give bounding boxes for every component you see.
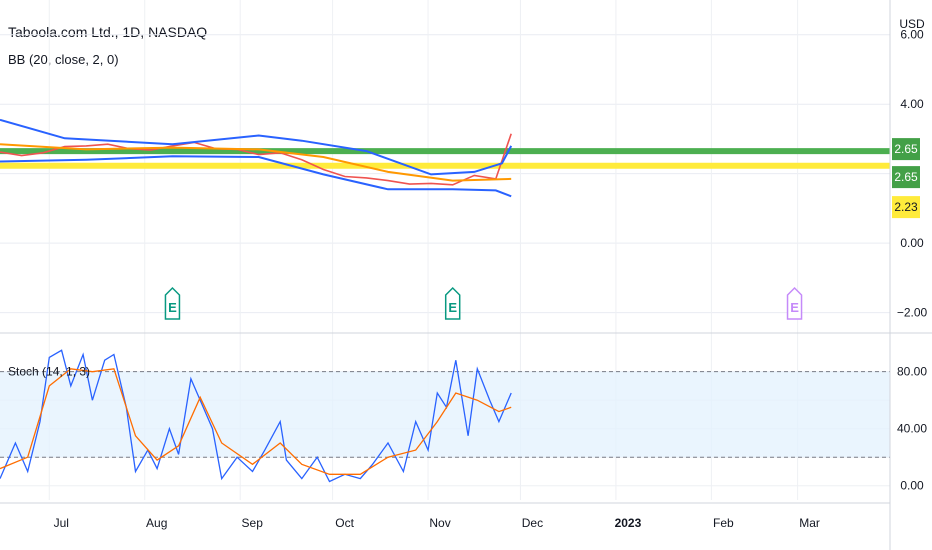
- stoch-series-pct-d: [0, 368, 512, 475]
- price-badge-label: 2.23: [894, 200, 918, 214]
- earnings-marker-shape: [444, 286, 461, 320]
- stoch-series-pct-k: [0, 349, 512, 483]
- series-close: [0, 133, 512, 186]
- time-tick-label: 2023: [615, 516, 642, 530]
- series-lines: [0, 118, 513, 198]
- stoch-legend[interactable]: Stoch (14, 1, 3): [8, 365, 90, 379]
- price-badge-bg: [892, 138, 920, 161]
- time-tick-label: Nov: [429, 516, 450, 530]
- stoch-lines: Stoch (14, 1, 3): [0, 349, 512, 483]
- stoch-tick-label: 0.00: [900, 479, 924, 493]
- time-tick-label: Sep: [242, 516, 264, 530]
- earnings-marker[interactable]: E: [444, 286, 461, 320]
- price-tick-label: 0.00: [900, 236, 924, 250]
- price-badge-bg: [892, 166, 920, 189]
- price-badge-bg: [892, 196, 920, 219]
- stoch-band: [0, 371, 890, 458]
- series-lower: [0, 155, 512, 198]
- stoch-band-fill: [0, 371, 890, 458]
- time-tick-label: Mar: [799, 516, 820, 530]
- indicator-legend[interactable]: BB (20, close, 2, 0): [8, 52, 119, 67]
- symbol-title: Taboola.com Ltd., 1D, NASDAQ: [8, 24, 208, 40]
- earnings-marker[interactable]: E: [164, 286, 181, 320]
- price-tick-label: 4.00: [900, 97, 924, 111]
- price-badge-label: 2.65: [894, 170, 918, 184]
- price-tick-label: 6.00: [900, 28, 924, 42]
- time-tick-label: Feb: [713, 516, 734, 530]
- earnings-marker-label: E: [448, 300, 457, 315]
- price-badge-label: 2.65: [894, 142, 918, 156]
- price-levels: [0, 148, 890, 169]
- time-tick-label: Dec: [522, 516, 543, 530]
- price-badge[interactable]: 2.65: [892, 166, 920, 189]
- time-axis[interactable]: Jul Aug Sep Oct Nov Dec 2023 Feb Mar: [54, 516, 820, 530]
- series-upper: [0, 118, 513, 176]
- time-tick-label: Jul: [54, 516, 69, 530]
- price-badge[interactable]: 2.23: [892, 196, 920, 219]
- earnings-marker-label: E: [790, 300, 799, 315]
- earnings-marker-label: E: [168, 300, 177, 315]
- time-tick-label: Aug: [146, 516, 167, 530]
- stoch-tick-label: 80.00: [897, 365, 927, 379]
- stoch-tick-label: 40.00: [897, 422, 927, 436]
- earnings-marker-shape: [786, 286, 803, 320]
- series-basis: [0, 143, 512, 182]
- time-tick-label: Oct: [335, 516, 354, 530]
- earnings-marker[interactable]: E: [786, 286, 803, 320]
- price-tick-label: −2.00: [897, 306, 928, 320]
- price-badge[interactable]: 2.65: [892, 138, 920, 161]
- currency-label: USD: [899, 17, 925, 31]
- earnings-marker-shape: [164, 286, 181, 320]
